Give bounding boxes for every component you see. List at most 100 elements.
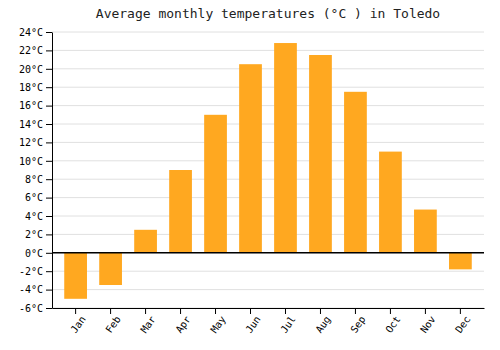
tick-label: 0°C [25,248,43,259]
tick-label: Jun [243,314,262,335]
tick: 12°C [19,137,52,148]
tick-mark [110,308,111,314]
tick-label: 6°C [25,192,43,203]
tick-label: Aug [313,314,332,335]
grid-line [52,197,484,198]
tick-mark [250,308,251,314]
tick-label: 8°C [25,174,43,185]
axis-line [52,33,53,309]
tick: Aug [313,308,332,335]
tick-label: Dec [453,314,472,335]
tick-label: May [208,314,227,335]
tick-label: Sep [348,314,367,335]
y-axis: -6°C -4°C -2°C 0°C 2°C 4°C 6°C 8°C 10°C 12°C 14°C 1… [19,27,53,314]
tick-mark [46,253,52,254]
tick-mark [46,87,52,88]
grid-line [52,308,484,309]
tick-mark [46,106,52,107]
tick-label: 24°C [19,27,43,38]
tick-label: -6°C [19,303,43,314]
tick: 14°C [19,119,52,130]
tick-label: 10°C [19,156,43,167]
bar [239,64,262,253]
bar [99,253,122,285]
grid-line [52,252,484,253]
tick-mark [285,308,286,314]
tick-label: Oct [383,314,402,335]
plot: -6°C -4°C -2°C 0°C 2°C 4°C 6°C 8°C 10°C 12°C 14°C 1… [19,27,485,335]
bar [449,253,472,270]
axis-line [53,308,485,309]
grid-line [52,160,484,161]
tick-label: 16°C [19,100,43,111]
zero-line [52,252,484,254]
tick: 6°C [25,192,52,203]
tick-mark [215,308,216,314]
tick: Jan [68,308,87,335]
tick: 4°C [25,211,52,222]
grid-line [52,142,484,143]
bar [344,92,367,253]
tick: -2°C [19,266,52,277]
tick-mark [390,308,391,314]
tick: Oct [383,308,402,335]
tick-mark [46,271,52,272]
bars [64,43,472,299]
tick-mark [46,161,52,162]
tick-mark [460,308,461,314]
tick: 0°C [25,248,52,259]
grid-line [52,87,484,88]
tick-label: Nov [418,314,437,335]
tick-label: -2°C [19,266,43,277]
tick: 2°C [25,229,52,240]
grid-line [52,105,484,106]
bar [274,43,297,253]
tick: 18°C [19,82,52,93]
tick-label: 22°C [19,45,43,56]
tick-mark [46,124,52,125]
tick-label: 20°C [19,64,43,75]
tick-mark [425,308,426,314]
tick-label: -4°C [19,284,43,295]
grid-line [52,32,484,33]
tick: 20°C [19,64,52,75]
tick-mark [46,69,52,70]
tick-mark [320,308,321,314]
tick: -6°C [19,303,52,314]
bar [204,115,227,253]
tick: Apr [173,308,192,335]
tick: 24°C [19,27,52,38]
bar [309,55,332,253]
tick: Feb [103,308,122,335]
grid-line [52,50,484,51]
tick: Nov [418,308,437,335]
tick-label: 14°C [19,119,43,130]
tick-label: Jul [278,314,297,335]
tick: Dec [453,308,472,335]
bar [64,253,87,299]
tick: Jun [243,308,262,335]
tick: Jul [278,308,297,335]
tick-label: 4°C [25,211,43,222]
tick-mark [145,308,146,314]
title: Average monthly temperatures (°C ) in To… [96,6,440,21]
tick: 16°C [19,100,52,111]
tick: 22°C [19,45,52,56]
grid-line [52,124,484,125]
chart: Average monthly temperatures (°C ) in To… [0,0,500,350]
bar [414,210,437,253]
tick-label: Jan [68,314,87,335]
tick-mark [46,290,52,291]
tick: Sep [348,308,367,335]
tick: -4°C [19,284,52,295]
tick-label: Apr [173,314,192,335]
tick-mark [46,234,52,235]
bar [134,230,157,253]
tick-mark [355,308,356,314]
tick-label: 18°C [19,82,43,93]
grid [52,32,484,308]
tick-mark [46,142,52,143]
grid-line [52,68,484,69]
tick-label: Feb [103,314,122,335]
bar [379,152,402,253]
